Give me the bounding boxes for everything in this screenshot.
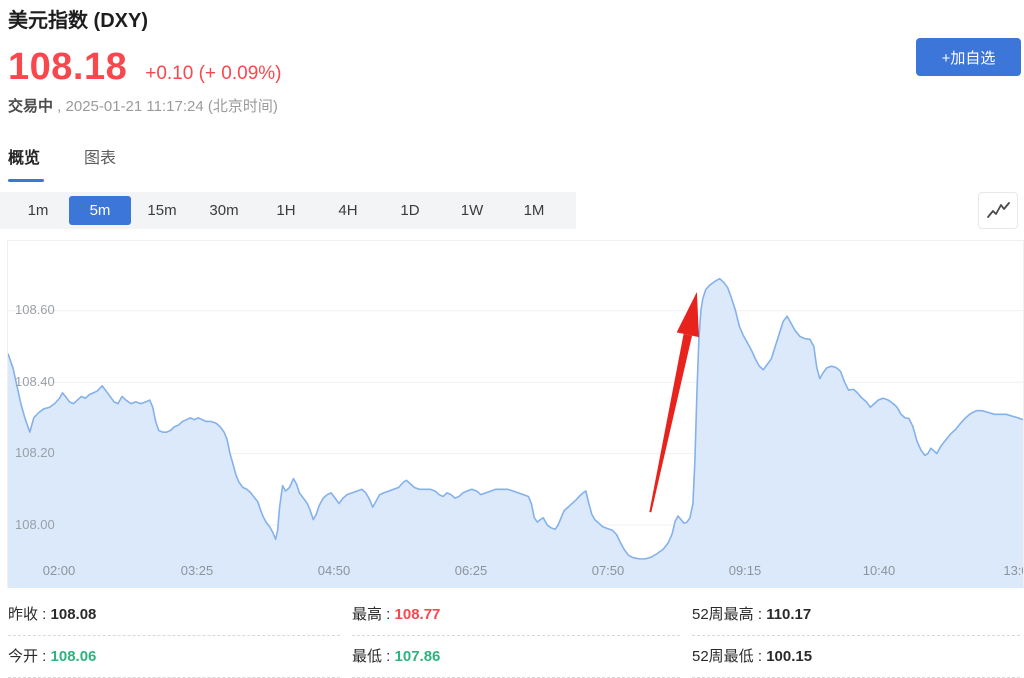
- stat-value: 108.08: [50, 606, 97, 623]
- stat-open: 今开 : 108.06: [8, 636, 340, 678]
- x-tick-label: 06:25: [454, 563, 488, 578]
- stat-wk52-high: 52周最高 : 110.17: [692, 594, 1020, 636]
- quote-timestamp: , 2025-01-21 11:17:24 (北京时间): [53, 98, 278, 115]
- timeframe-5m[interactable]: 5m: [69, 196, 131, 225]
- y-tick-label: 108.00: [15, 516, 55, 532]
- y-tick-label: 108.20: [15, 445, 55, 461]
- timeframe-bar: 1m 5m 15m 30m 1H 4H 1D 1W 1M: [0, 192, 576, 229]
- y-tick-label: 108.60: [15, 302, 55, 317]
- timeframe-1W[interactable]: 1W: [441, 196, 503, 225]
- stat-label: 最高 :: [352, 606, 395, 623]
- x-tick-label: 07:50: [591, 563, 625, 578]
- stat-label: 52周最高 :: [692, 606, 767, 623]
- timeframe-1H[interactable]: 1H: [255, 196, 317, 225]
- tab-bar: 概览 图表: [8, 144, 116, 182]
- price-change: +0.10 (+ 0.09%): [145, 63, 282, 84]
- y-tick-label: 108.40: [15, 373, 55, 389]
- stat-value: 108.77: [394, 606, 441, 623]
- sparkline-icon: [986, 202, 1010, 218]
- x-tick-label: 03:25: [180, 563, 214, 578]
- stat-wk52-low: 52周最低 : 100.15: [692, 636, 1020, 678]
- x-tick-label: 04:50: [317, 563, 351, 578]
- last-price: 108.18: [8, 46, 128, 88]
- status-row: 交易中 , 2025-01-21 11:17:24 (北京时间): [8, 95, 278, 116]
- tab-label: 图表: [84, 150, 117, 167]
- stat-value: 100.15: [766, 648, 813, 665]
- x-tick-label: 10:40: [862, 563, 896, 578]
- add-watchlist-button[interactable]: +加自选: [916, 38, 1021, 76]
- x-tick-label: 09:15: [728, 563, 762, 578]
- stats-grid: 昨收 : 108.08 最高 : 108.77 52周最高 : 110.17 今开 :…: [0, 594, 1024, 678]
- stat-low: 最低 : 107.86: [352, 636, 680, 678]
- stat-value: 110.17: [766, 606, 812, 623]
- tab-overview[interactable]: 概览: [8, 144, 44, 182]
- stat-label: 52周最低 :: [692, 648, 767, 665]
- timeframe-1M[interactable]: 1M: [503, 196, 565, 225]
- x-tick-label: 13:0: [1003, 563, 1023, 578]
- price-chart[interactable]: 108.60 108.40 108.20 108.00 02:00 03:25 04:50…: [7, 240, 1024, 588]
- stat-label: 最低 :: [352, 648, 395, 665]
- chart-toolbar: 1m 5m 15m 30m 1H 4H 1D 1W 1M: [0, 192, 1024, 229]
- stat-label: 昨收 :: [8, 606, 51, 623]
- stat-value: 107.86: [394, 648, 441, 665]
- timeframe-15m[interactable]: 15m: [131, 196, 193, 225]
- active-tab-underline: [8, 179, 44, 182]
- spike-arrow-shaft: [649, 333, 693, 513]
- stat-prev-close: 昨收 : 108.08: [8, 594, 340, 636]
- x-tick-label: 02:00: [42, 563, 76, 578]
- chart-type-button[interactable]: [978, 192, 1018, 229]
- timeframe-30m[interactable]: 30m: [193, 196, 255, 225]
- timeframe-1D[interactable]: 1D: [379, 196, 441, 225]
- price-row: 108.18 +0.10 (+ 0.09%): [8, 46, 282, 89]
- stat-value: 108.06: [50, 648, 97, 665]
- tab-chart[interactable]: 图表: [84, 144, 116, 182]
- tab-label: 概览: [8, 150, 41, 167]
- stat-high: 最高 : 108.77: [352, 594, 680, 636]
- timeframe-1m[interactable]: 1m: [7, 196, 69, 225]
- trading-status: 交易中: [8, 98, 54, 115]
- area-chart-canvas: [8, 277, 1023, 588]
- stat-label: 今开 :: [8, 648, 51, 665]
- spike-arrow-head: [676, 291, 699, 338]
- page-title: 美元指数 (DXY): [8, 10, 148, 32]
- timeframe-4H[interactable]: 4H: [317, 196, 379, 225]
